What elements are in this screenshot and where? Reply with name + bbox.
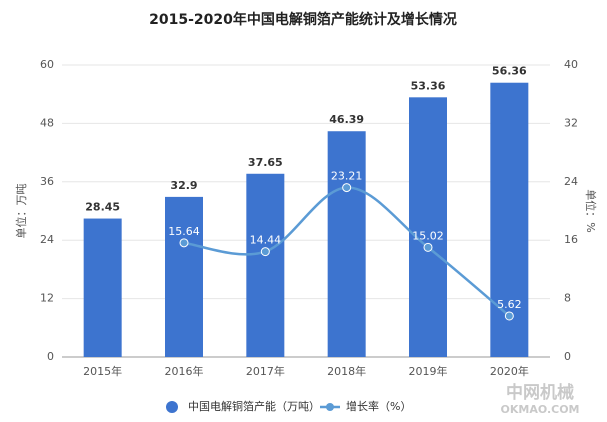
legend-marker: [326, 403, 334, 411]
y2-tick-label: 40: [564, 58, 578, 71]
y2-axis-label: 单位：%: [584, 189, 598, 232]
bar: [246, 173, 285, 357]
y2-tick-label: 0: [564, 350, 571, 363]
y-axis-label: 单位：万吨: [14, 184, 28, 239]
line-point: [179, 238, 189, 248]
bar: [83, 218, 122, 357]
line-value-label: 15.64: [168, 225, 200, 238]
bar-value-label: 32.9: [170, 179, 197, 192]
legend-marker: [166, 401, 178, 413]
y2-tick-label: 16: [564, 233, 578, 246]
y-tick-label: 60: [40, 58, 54, 71]
line-point: [423, 242, 433, 252]
x-tick-label: 2017年: [246, 364, 285, 378]
bar-value-label: 28.45: [85, 201, 120, 214]
legend-label: 增长率（%）: [346, 399, 411, 413]
line-value-label: 5.62: [497, 298, 522, 311]
y-tick-label: 36: [40, 175, 54, 188]
x-tick-label: 2015年: [83, 364, 122, 378]
y-tick-label: 24: [40, 233, 54, 246]
watermark: 中网机械: [506, 382, 574, 403]
line-point: [504, 311, 514, 321]
y2-tick-label: 24: [564, 175, 578, 188]
line-point: [342, 183, 352, 193]
bar-value-label: 56.36: [492, 65, 527, 78]
bar: [490, 82, 529, 358]
x-tick-label: 2020年: [490, 364, 529, 378]
y2-tick-label: 32: [564, 116, 578, 129]
bar: [409, 97, 447, 357]
bar-value-label: 53.36: [411, 79, 446, 92]
legend-label: 中国电解铜箔产能（万吨）: [188, 399, 320, 413]
line-point: [260, 247, 270, 257]
y2-tick-label: 8: [564, 292, 571, 305]
line-value-label: 15.02: [412, 229, 444, 242]
x-tick-label: 2016年: [165, 364, 204, 378]
y-tick-label: 0: [47, 350, 54, 363]
bar-value-label: 37.65: [248, 156, 283, 169]
line-value-label: 23.21: [331, 170, 363, 183]
chart-title: 2015-2020年中国电解铜箔产能统计及增长情况: [149, 11, 457, 28]
y-tick-label: 12: [40, 292, 54, 305]
bar: [165, 196, 203, 357]
x-tick-label: 2018年: [327, 364, 366, 378]
x-tick-label: 2019年: [409, 364, 448, 378]
bar: [327, 131, 366, 357]
y-tick-label: 48: [40, 116, 54, 129]
bar-value-label: 46.39: [329, 113, 364, 126]
watermark: OKMAO.COM: [501, 403, 580, 416]
line-value-label: 14.44: [250, 234, 282, 247]
